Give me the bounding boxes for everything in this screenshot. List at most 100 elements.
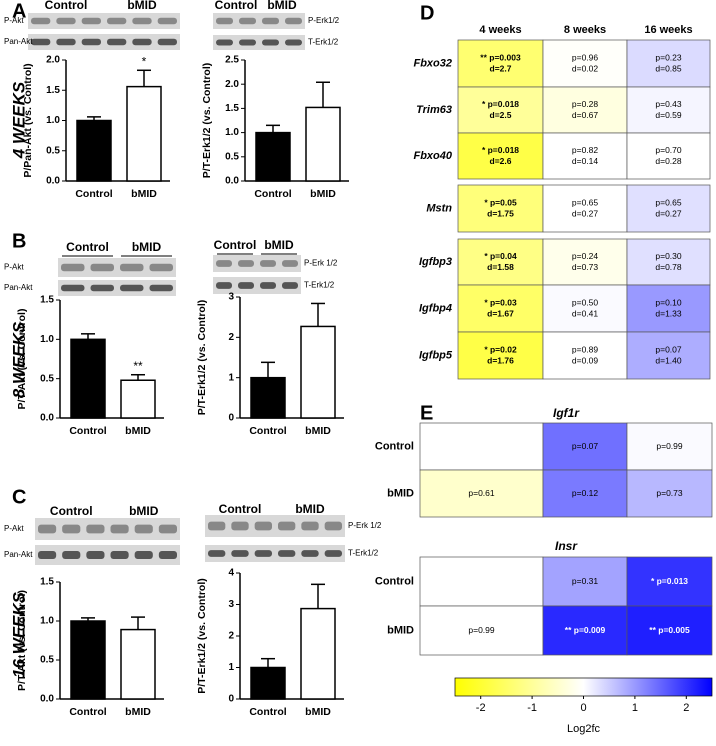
- blot-band-label: Pan-Akt: [4, 550, 33, 559]
- row-label: 4 WEEKS: [9, 81, 28, 159]
- bar: [305, 106, 341, 182]
- blot-group-label: bMID: [267, 0, 297, 12]
- x-tick-label: bMID: [125, 425, 151, 437]
- cell-label: d=1.40: [655, 355, 682, 365]
- row-label: Igfbp5: [419, 349, 453, 361]
- blot-band: [285, 17, 302, 25]
- x-tick-label: bMID: [305, 706, 331, 718]
- blot-band-label: P-Erk 1/2: [304, 259, 338, 268]
- blot-strip: [213, 13, 305, 29]
- y-tick-label: 0: [228, 694, 234, 705]
- cell-label: p=0.61: [468, 488, 495, 498]
- y-axis-label: P/T-Erk1/2 (vs. Control): [201, 63, 213, 179]
- cell-label: p=0.89: [572, 344, 599, 354]
- blot-group-label: bMID: [132, 240, 162, 254]
- cell-label: * p=0.05: [484, 197, 517, 207]
- cell-label: d=2.6: [490, 156, 512, 166]
- heatmap-cell: [457, 39, 544, 88]
- blot-band: [31, 17, 51, 25]
- blot-band: [254, 550, 272, 557]
- blot-band: [132, 17, 152, 25]
- y-tick-label: 4: [228, 568, 234, 579]
- cell-label: d=2.5: [490, 110, 512, 120]
- blot-band: [239, 17, 256, 25]
- cell-label: p=0.70: [655, 145, 682, 155]
- panel-letter: A: [12, 0, 26, 22]
- colorbar-tick-label: -2: [476, 702, 486, 714]
- blot-band: [158, 524, 177, 534]
- y-tick-label: 0.5: [40, 373, 54, 384]
- x-tick-label: bMID: [305, 425, 331, 437]
- column-label: 16 weeks: [644, 24, 692, 36]
- colorbar-tick-label: 1: [632, 702, 638, 714]
- heatmap-cell: [542, 86, 628, 134]
- cell-label: d=0.59: [655, 110, 682, 120]
- panel-letter: B: [12, 230, 26, 252]
- heatmap-cell: [419, 605, 544, 656]
- cell-label: * p=0.03: [484, 297, 517, 307]
- heatmap-cell: [457, 132, 544, 180]
- heatmap-cell: [542, 132, 628, 180]
- row-label: Control: [375, 575, 414, 587]
- y-tick-label: 1.0: [225, 127, 239, 138]
- panel-letter: C: [12, 486, 26, 508]
- blot-band: [285, 39, 302, 46]
- cell-label: d=0.02: [572, 63, 599, 73]
- blot-band: [38, 524, 57, 534]
- blot-group-label: Control: [214, 238, 257, 252]
- x-tick-label: Control: [69, 706, 106, 718]
- blot-band: [134, 524, 153, 534]
- blot-band: [301, 521, 319, 531]
- row-label: 16 WEEKS: [9, 591, 28, 678]
- cell-label: p=0.43: [655, 99, 682, 109]
- blot-band: [301, 550, 319, 557]
- heatmap-cell: [626, 605, 713, 656]
- blot-band-label: P-Akt: [4, 524, 24, 533]
- cell-label: d=1.33: [655, 308, 682, 318]
- row-label: Mstn: [426, 202, 452, 214]
- blot-band: [216, 17, 233, 25]
- x-tick-label: bMID: [131, 188, 157, 200]
- cell-label: p=0.30: [655, 251, 682, 261]
- cell-label: d=0.14: [572, 156, 599, 166]
- y-tick-label: 1.5: [225, 103, 239, 114]
- blot-group-label: bMID: [129, 504, 159, 518]
- blot-band: [62, 524, 81, 534]
- blot-band: [149, 284, 173, 292]
- blot-group-label: Control: [66, 240, 109, 254]
- x-tick-label: Control: [254, 188, 291, 200]
- cell-label: ** p=0.003: [480, 52, 521, 62]
- blot-band-label: T-Erk1/2: [304, 281, 335, 290]
- column-label: 4 weeks: [479, 24, 521, 36]
- cell-label: d=2.7: [490, 63, 512, 73]
- blot-band: [231, 521, 249, 531]
- heatmap-cell: [457, 238, 544, 286]
- y-tick-label: 0.0: [40, 413, 54, 424]
- cell-label: * p=0.013: [651, 576, 688, 586]
- y-axis-label: P/T-Erk1/2 (vs. Control): [196, 300, 208, 416]
- heatmap-cell: [626, 132, 711, 180]
- x-tick-label: Control: [75, 188, 112, 200]
- blot-band-label: Pan-Akt: [4, 283, 33, 292]
- bar: [76, 119, 112, 182]
- colorbar: [454, 677, 713, 697]
- row-label: Fbxo40: [413, 150, 452, 162]
- cell-label: d=0.78: [655, 262, 682, 272]
- row-label: Igfbp4: [419, 302, 452, 314]
- x-tick-label: Control: [249, 706, 286, 718]
- cell-label: p=0.73: [656, 488, 683, 498]
- blot-band-label: T-Erk1/2: [348, 549, 379, 558]
- cell-label: d=0.67: [572, 110, 599, 120]
- bar: [120, 379, 156, 419]
- bar: [250, 666, 286, 700]
- y-tick-label: 1.5: [46, 85, 60, 96]
- blot-band: [238, 260, 254, 267]
- bar: [126, 85, 162, 182]
- bar: [70, 620, 106, 700]
- blot-band: [157, 17, 177, 25]
- heatmap-cell: [542, 469, 628, 518]
- cell-label: p=0.07: [655, 344, 682, 354]
- colorbar-tick-label: -1: [527, 702, 537, 714]
- blot-band: [260, 260, 276, 267]
- blot-strip: [213, 35, 305, 50]
